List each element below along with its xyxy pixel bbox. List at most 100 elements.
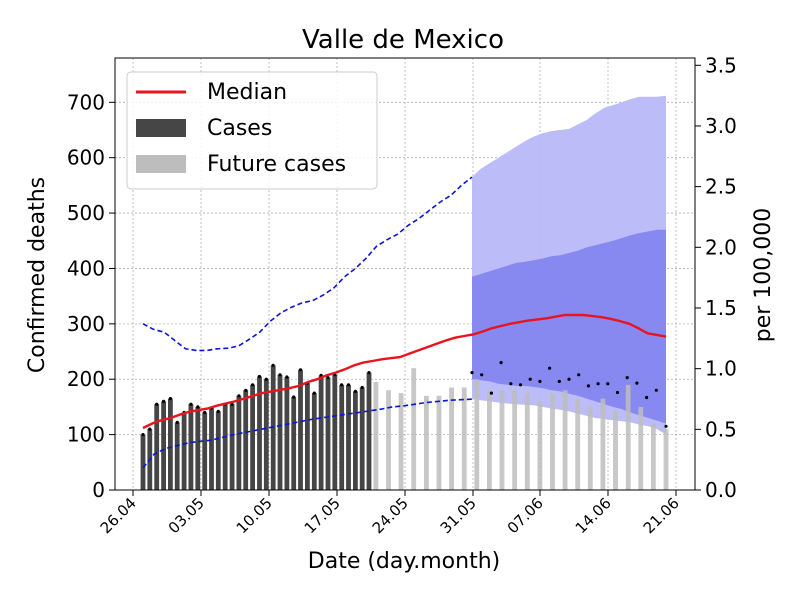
x-tick-label: 03.05 [165,494,208,537]
case-point [251,383,255,387]
case-bar [250,384,255,490]
case-point [346,383,351,387]
case-bar [202,412,208,490]
upper-bound-line [142,176,473,352]
future-case-bar [651,423,656,490]
forecast-point [528,377,532,381]
forecast-point [499,361,503,365]
y-right-tick-label: 2.0 [705,235,737,259]
future-case-bar [461,387,467,490]
case-point [148,427,152,431]
case-point [237,394,241,398]
forecast-point [518,383,523,387]
forecast-point [654,388,658,392]
forecast-point [509,382,513,386]
case-point [285,375,289,379]
case-bar [222,404,228,490]
y-tick-label: 400 [67,256,105,280]
case-bar [181,412,187,490]
forecast-point [538,379,542,383]
case-point [360,385,364,390]
case-point [155,402,159,406]
future-case-bar [512,390,517,490]
legend-frame [126,71,378,190]
case-point [162,399,166,403]
case-point [312,391,316,395]
forecast-point [548,366,552,370]
forecast-point [615,390,620,395]
forecast-point [557,379,561,383]
future-case-bar [663,429,669,490]
forecast-point [664,424,668,428]
case-bar [325,377,331,490]
forecast-bands [472,95,666,435]
forecast-dots [470,361,668,428]
case-point [244,388,248,392]
y-right-tick-label: 3.5 [705,53,737,77]
band-inner [472,229,666,424]
legend-cases-label: Cases [207,116,272,141]
future-case-bar [386,390,391,490]
forecast-point [567,377,571,381]
future-case-bar [600,398,606,490]
case-bar [305,383,310,490]
case-point [298,368,303,372]
case-point [340,383,344,387]
y-right-tick-label: 2.5 [705,175,737,199]
median-line [142,313,667,430]
case-bar [318,375,324,490]
case-bar [332,374,338,490]
future-case-bar [411,368,417,490]
future-case-bar [587,406,593,490]
x-axis-label: Date (day.month) [308,549,500,574]
future-case-bar [373,382,379,490]
x-tick-label: 07.06 [504,494,547,537]
case-point [216,409,220,413]
case-point [175,420,179,424]
case-point [196,405,200,409]
legend-cases-swatch [136,119,186,137]
case-bar [291,397,297,490]
y-right-tick-label: 3.0 [705,114,737,138]
case-bar [257,376,262,490]
case-bar [243,390,249,490]
case-bar [277,374,283,490]
case-point [271,363,275,367]
y-tick-label: 600 [67,146,105,170]
forecast-point [635,381,639,385]
y-tick-label: 500 [67,201,105,225]
legend: Median Cases Future cases [126,71,378,190]
case-bar [209,408,214,490]
case-point [367,371,371,375]
y-tick-label: 100 [67,423,105,447]
y-right-tick-label: 1.0 [705,357,737,381]
case-bar [229,404,235,490]
case-bar [236,395,242,490]
forecast-point [645,395,649,400]
case-bar [195,406,201,490]
y-tick-label: 700 [67,90,105,114]
y-right-tick-label: 0.0 [705,478,737,502]
forecast-point [480,373,484,377]
case-point [141,433,145,437]
case-bar [359,387,365,490]
case-point [292,395,296,399]
y-right-tick-label: 0.5 [705,417,737,441]
future-case-bar [613,409,618,490]
case-bar [174,422,180,490]
case-bar [346,384,351,490]
future-case-bar [424,395,429,490]
future-case-bar [625,384,631,490]
case-bar [284,377,290,490]
future-case-bar [398,393,404,490]
case-bar [366,372,372,490]
x-tick-label: 24.05 [369,494,412,537]
chart-title: Valle de Mexico [302,25,504,55]
x-ticks: 26.04 03.05 10.05 17.05 24.05 31.05 07.06 14.06… [97,490,683,537]
x-tick-label: 21.06 [640,494,683,537]
future-case-bar [562,390,568,490]
case-bar [215,411,221,490]
forecast-point [625,376,629,380]
legend-median-label: Median [207,80,287,105]
y-right-tick-label: 1.5 [705,296,737,320]
